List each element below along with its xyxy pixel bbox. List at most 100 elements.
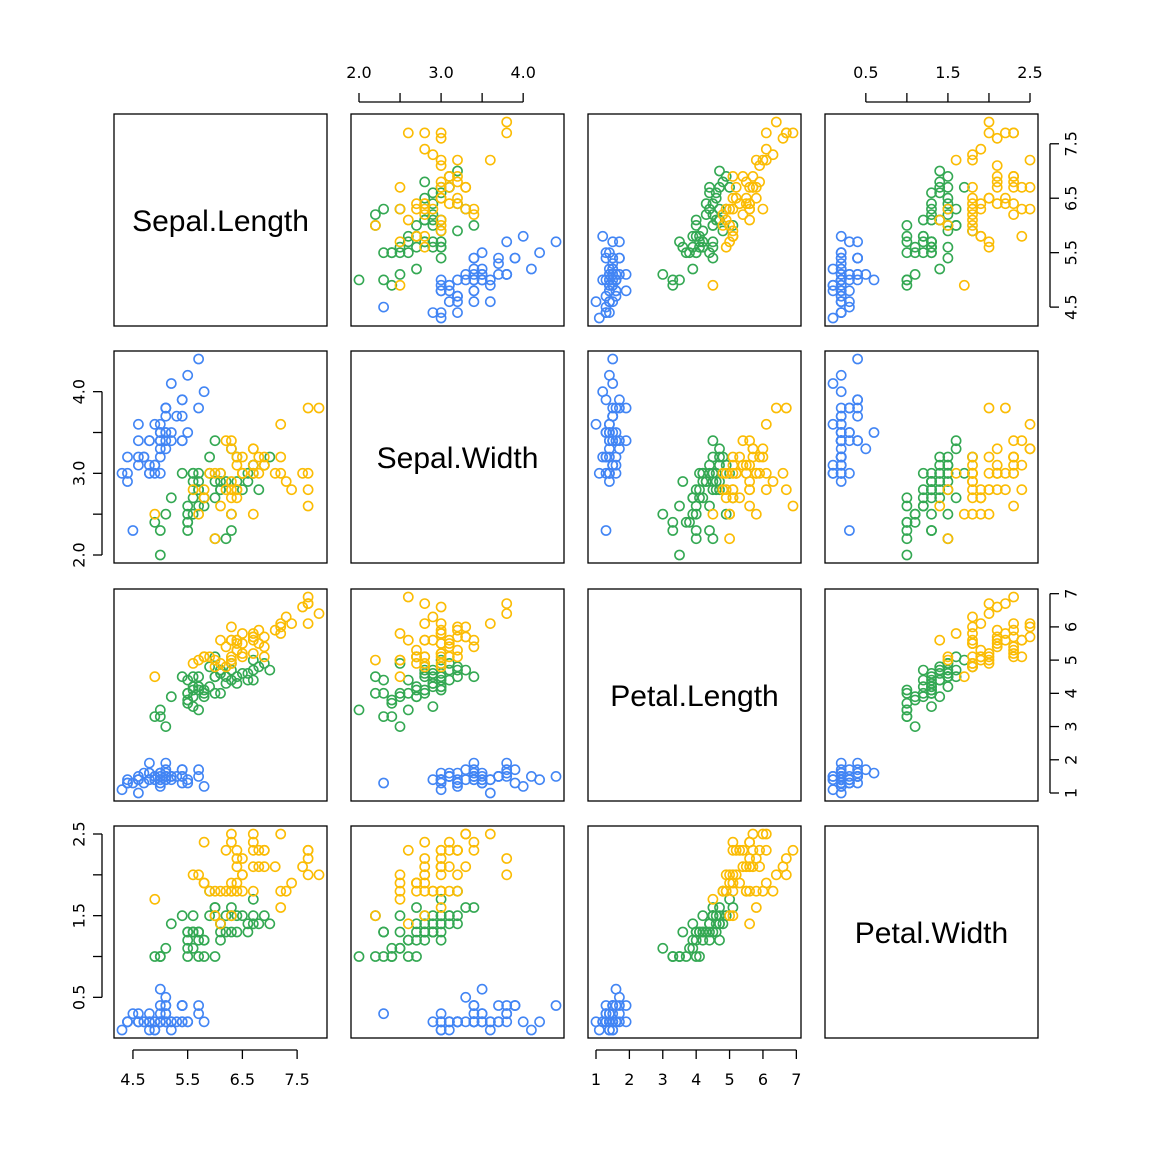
data-point xyxy=(435,160,447,171)
data-point xyxy=(501,869,513,881)
data-point xyxy=(187,681,199,693)
data-point xyxy=(160,1016,172,1028)
data-point xyxy=(193,869,204,881)
data-point xyxy=(744,459,755,471)
data-point xyxy=(247,885,259,897)
data-point xyxy=(198,934,210,946)
tick-label-right-sepal-length: 4.5 xyxy=(1062,294,1081,319)
data-point xyxy=(452,651,463,663)
panel-petal-length-vs-petal-width xyxy=(824,588,1039,802)
data-point xyxy=(844,285,855,297)
data-point xyxy=(394,181,406,193)
data-point xyxy=(127,777,139,789)
data-point xyxy=(160,764,172,776)
data-point xyxy=(468,836,480,848)
data-point xyxy=(734,492,745,504)
data-point xyxy=(835,285,847,297)
data-point xyxy=(684,516,695,528)
data-point xyxy=(727,170,739,182)
tick-label-bottom-sepal-length: 5.5 xyxy=(175,1070,200,1089)
data-point xyxy=(443,634,455,646)
data-point xyxy=(231,853,243,864)
data-point xyxy=(983,116,995,128)
data-point xyxy=(727,219,739,231)
data-point xyxy=(852,274,863,286)
data-point xyxy=(419,209,431,220)
data-point xyxy=(419,684,431,696)
data-point xyxy=(116,784,128,796)
data-point xyxy=(231,476,243,487)
data-point xyxy=(714,181,725,193)
data-point xyxy=(160,427,172,438)
data-point xyxy=(460,274,472,286)
data-point xyxy=(476,268,488,280)
data-point xyxy=(909,247,921,259)
data-point xyxy=(754,176,765,188)
data-point xyxy=(198,492,210,504)
data-point xyxy=(501,1000,513,1011)
tick-label-top-sepal-width: 3.0 xyxy=(428,63,453,82)
data-point xyxy=(983,402,995,414)
data-point xyxy=(182,500,194,512)
data-point xyxy=(690,508,702,520)
data-point xyxy=(476,983,488,995)
data-point xyxy=(690,525,702,536)
data-point xyxy=(501,608,513,619)
data-point xyxy=(727,230,739,242)
data-point xyxy=(468,296,480,308)
data-point xyxy=(435,902,447,913)
data-point xyxy=(193,1008,204,1020)
data-point xyxy=(253,624,265,636)
data-point xyxy=(827,467,839,479)
data-point xyxy=(604,285,615,297)
data-point xyxy=(443,885,455,897)
data-point xyxy=(950,435,962,447)
data-point xyxy=(427,885,439,897)
data-point xyxy=(690,230,702,242)
data-point xyxy=(269,861,281,873)
data-point xyxy=(468,285,480,297)
data-point xyxy=(607,268,619,280)
data-point xyxy=(942,508,954,520)
data-point xyxy=(378,711,389,722)
data-point xyxy=(926,209,937,220)
data-point xyxy=(452,910,463,922)
data-point xyxy=(443,767,455,779)
data-point xyxy=(182,934,194,946)
data-point xyxy=(443,285,455,297)
data-point xyxy=(484,828,496,840)
data-point xyxy=(443,170,455,182)
data-point xyxy=(991,181,1003,193)
data-point xyxy=(942,651,954,663)
data-point xyxy=(302,467,314,479)
data-point xyxy=(236,869,248,881)
data-point xyxy=(154,704,166,716)
data-point xyxy=(942,181,954,193)
data-point xyxy=(435,668,447,679)
data-point xyxy=(607,353,619,365)
data-point xyxy=(435,651,447,663)
data-point xyxy=(740,885,752,897)
data-point xyxy=(122,774,133,786)
data-point xyxy=(154,983,166,995)
data-point xyxy=(917,500,929,512)
data-point xyxy=(835,410,847,422)
data-point xyxy=(215,658,226,669)
data-point xyxy=(143,767,155,779)
data-point xyxy=(452,154,463,166)
data-point xyxy=(435,784,447,796)
data-point xyxy=(468,641,480,653)
data-point xyxy=(435,844,447,856)
data-point xyxy=(149,516,161,528)
data-point xyxy=(697,910,709,922)
data-point xyxy=(517,230,529,242)
data-point xyxy=(720,203,732,215)
data-point xyxy=(493,258,504,269)
data-point xyxy=(160,721,172,732)
data-point xyxy=(600,525,612,536)
data-point xyxy=(868,767,880,779)
data-point xyxy=(231,926,243,938)
data-point xyxy=(926,214,937,226)
data-point xyxy=(620,435,632,447)
data-point xyxy=(901,704,913,716)
